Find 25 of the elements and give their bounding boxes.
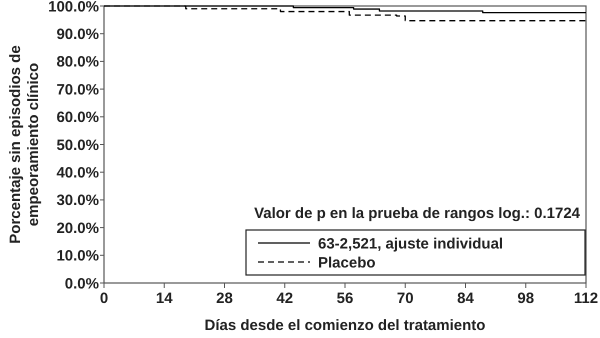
y-tick-label: 10.0% [56, 248, 99, 265]
y-axis-title: Porcentaje sin episodios de empeoramiento clínico [7, 45, 42, 244]
x-axis-title: Días desde el comienzo del tratamiento [204, 317, 486, 334]
x-tick-label: 14 [156, 290, 174, 307]
legend-label: 63-2,521, ajuste individual [318, 235, 504, 252]
x-tick-label: 84 [457, 290, 474, 307]
y-tick-label: 90.0% [56, 26, 99, 43]
x-tick-label: 28 [216, 290, 233, 307]
annotation: Valor de p en la prueba de rangos log.: 0.1724 [254, 205, 581, 222]
y-tick-label: 80.0% [56, 54, 99, 71]
x-tick-label: 70 [396, 290, 414, 307]
x-tick-label: 112 [574, 290, 598, 307]
x-tick-label: 56 [336, 290, 354, 307]
x-tick-label: 98 [517, 290, 534, 307]
x-tick-label: 0 [100, 290, 108, 307]
legend-label: Placebo [318, 254, 376, 272]
y-tick-label: 70.0% [56, 81, 99, 98]
x-tick-label: 42 [276, 290, 294, 307]
y-tick-label: 100.0% [48, 0, 99, 16]
y-tick-label: 40.0% [56, 164, 99, 182]
y-tick-label: 60.0% [56, 109, 99, 126]
y-tick-label: 0.0% [64, 275, 99, 292]
y-tick-label: 50.0% [56, 136, 99, 154]
y-tick-label: 20.0% [56, 220, 99, 237]
y-tick-label: 30.0% [56, 192, 99, 210]
